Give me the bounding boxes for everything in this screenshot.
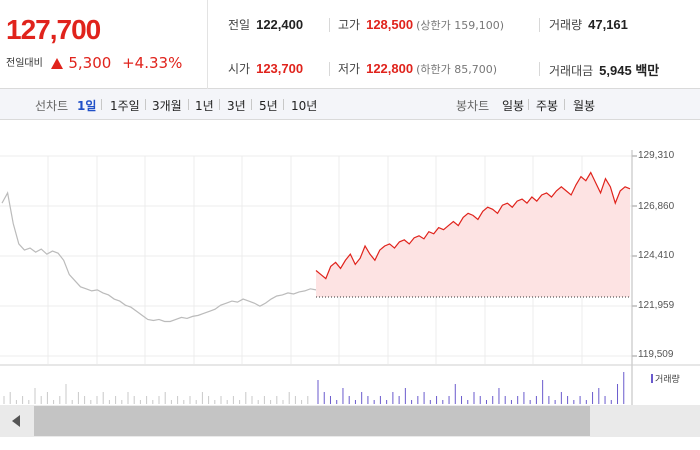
open-value: 123,700 [256,61,304,76]
low-value: 122,800 [366,61,414,76]
divider [564,99,565,110]
line-chart-label: 선차트 [35,99,69,113]
change-amount: 5,300 [68,54,112,72]
upper-limit-note: (상한가 159,100) [416,19,505,32]
high-value: 128,500 [366,17,414,32]
prev-close-stat: 전일 122,400 [228,16,303,33]
tab-1day[interactable]: 1일 [77,99,97,113]
trade-value-label: 거래대금 [549,64,594,78]
high-stat: 고가 128,500 (상한가 159,100) [338,16,504,33]
y-tick-label: 129,310 [638,150,675,161]
prev-close-value: 122,400 [256,17,304,32]
today-price-area [316,172,630,298]
change-label: 전일대비 [6,58,43,69]
divider [145,99,146,110]
tab-5years[interactable]: 5년 [259,99,278,113]
low-stat: 저가 122,800 (하한가 85,700) [338,60,497,77]
y-tick-label: 121,959 [638,300,675,311]
change-rate: +4.33% [122,54,183,72]
today-price-line [315,171,631,280]
trade-value-value: 5,945 백만 [599,63,660,78]
price-chart: 129,310 126,860 124,410 121,959 119,509 … [0,120,700,405]
trade-value-stat: 거래대금 5,945 백만 [549,60,659,79]
divider [528,99,529,110]
y-tick-label: 119,509 [638,349,674,360]
left-arrow-icon [12,415,20,427]
divider [539,18,540,32]
divider [329,18,330,32]
divider [188,99,189,110]
chart-scrollbar[interactable] [0,405,700,437]
chart-period-tabs: 선차트 1일 1주일 3개월 1년 3년 5년 10년 봉차트 일봉 주봉 월봉 [0,89,700,120]
low-label: 저가 [338,62,361,76]
tab-monthly-candle[interactable]: 월봉 [573,99,596,113]
scroll-left-button[interactable] [0,405,34,437]
volume-label: 거래량 [549,18,583,32]
lower-limit-note: (하한가 85,700) [416,63,498,76]
tab-3years[interactable]: 3년 [227,99,246,113]
up-triangle-icon [50,58,63,69]
price-box: 127,700 전일대비 5,300 +4.33% [0,0,208,89]
scroll-thumb[interactable] [34,406,590,436]
candle-chart-label: 봉차트 [456,99,490,113]
tab-10years[interactable]: 10년 [291,99,318,113]
open-label: 시가 [228,62,251,76]
divider [329,62,330,76]
price-chart-svg [0,150,700,405]
tab-1week[interactable]: 1주일 [110,99,140,113]
tab-1year[interactable]: 1년 [195,99,214,113]
high-label: 고가 [338,18,361,32]
tab-daily-candle[interactable]: 일봉 [502,99,525,113]
prev-day-price-line [1,191,317,323]
volume-legend-swatch [651,374,653,383]
divider [251,99,252,110]
divider [219,99,220,110]
divider [539,62,540,76]
prev-close-label: 전일 [228,18,251,32]
y-tick-label: 126,860 [638,201,675,212]
tab-3months[interactable]: 3개월 [152,99,182,113]
open-stat: 시가 123,700 [228,60,303,77]
volume-legend-label: 거래량 [655,375,680,385]
volume-stat: 거래량 47,161 [549,16,628,33]
y-tick-label: 124,410 [638,250,675,261]
price-change-row: 전일대비 5,300 +4.33% [6,54,182,72]
divider [101,99,102,110]
stock-summary-panel: 127,700 전일대비 5,300 +4.33% 전일 122,400 고가 12… [0,0,700,89]
current-price: 127,700 [6,14,101,45]
volume-value: 47,161 [588,17,628,32]
volume-legend: 거래량 [651,372,680,385]
divider [283,99,284,110]
tab-weekly-candle[interactable]: 주봉 [536,99,559,113]
